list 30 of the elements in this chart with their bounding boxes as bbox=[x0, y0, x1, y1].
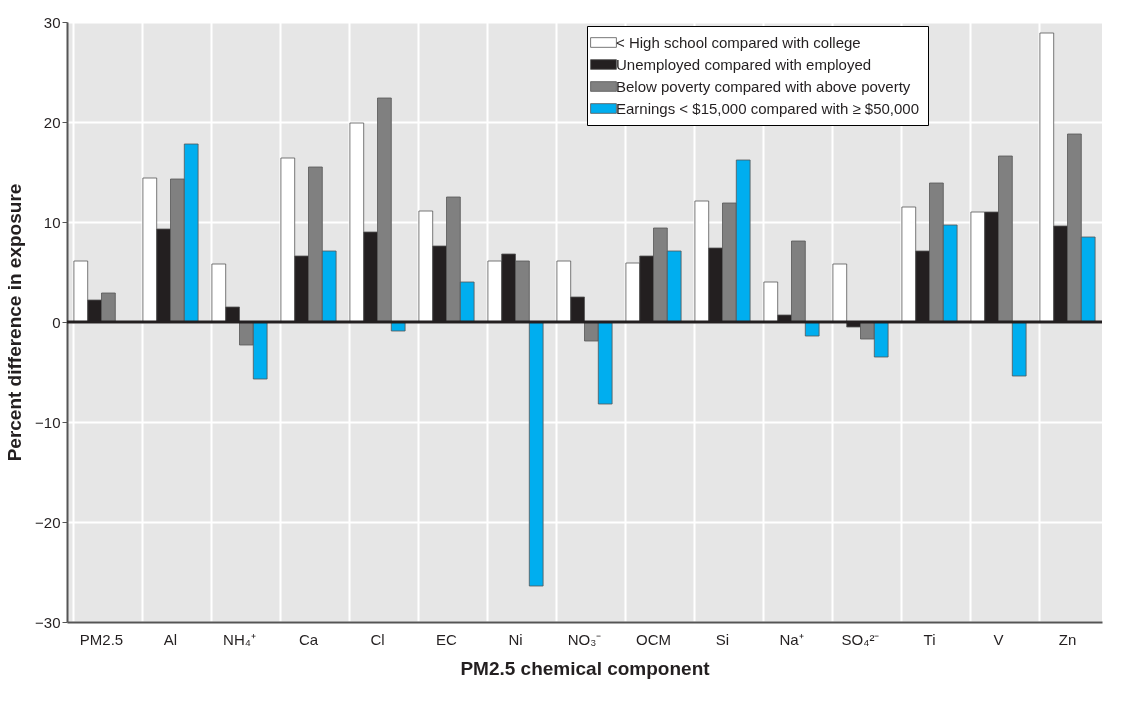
x-tick-label: V bbox=[993, 630, 1004, 648]
y-tick-label: −30 bbox=[35, 613, 61, 631]
x-tick-label: NO₃⁻ bbox=[567, 630, 602, 648]
y-tick-label: −10 bbox=[35, 413, 61, 431]
x-tick-label: SO₄²⁻ bbox=[841, 630, 880, 648]
bar bbox=[1011, 321, 1027, 377]
y-tick-label: 20 bbox=[43, 113, 61, 131]
y-tick-label: −20 bbox=[35, 513, 61, 531]
legend-label: Earnings < $15,000 compared with ≥ $50,000 bbox=[616, 99, 920, 117]
x-axis-title: PM2.5 chemical component bbox=[460, 657, 711, 679]
x-tick-label: Zn bbox=[1058, 630, 1077, 648]
y-tick-label: 30 bbox=[43, 13, 61, 31]
x-tick-label: Al bbox=[163, 630, 178, 648]
x-tick-label: Na⁺ bbox=[779, 630, 804, 648]
bar bbox=[528, 321, 544, 587]
legend-label: Below poverty compared with above poverty bbox=[616, 77, 911, 95]
x-tick-label: Cl bbox=[370, 630, 385, 648]
x-tick-label: Si bbox=[715, 630, 730, 648]
x-tick-label: Ca bbox=[298, 630, 319, 648]
legend-label: Unemployed compared with employed bbox=[616, 55, 872, 73]
x-tick-label: Ni bbox=[508, 630, 523, 648]
y-tick-label: 0 bbox=[52, 313, 61, 331]
y-axis-title: Percent difference in exposure bbox=[4, 183, 26, 462]
x-tick-label: Ti bbox=[923, 630, 936, 648]
x-tick-label: NH₄⁺ bbox=[223, 630, 256, 648]
x-tick-label: PM2.5 bbox=[79, 630, 124, 648]
x-tick-label: EC bbox=[436, 630, 458, 648]
legend-label: < High school compared with college bbox=[616, 33, 861, 51]
y-tick-label: 10 bbox=[43, 213, 61, 231]
x-tick-label: OCM bbox=[636, 630, 671, 648]
